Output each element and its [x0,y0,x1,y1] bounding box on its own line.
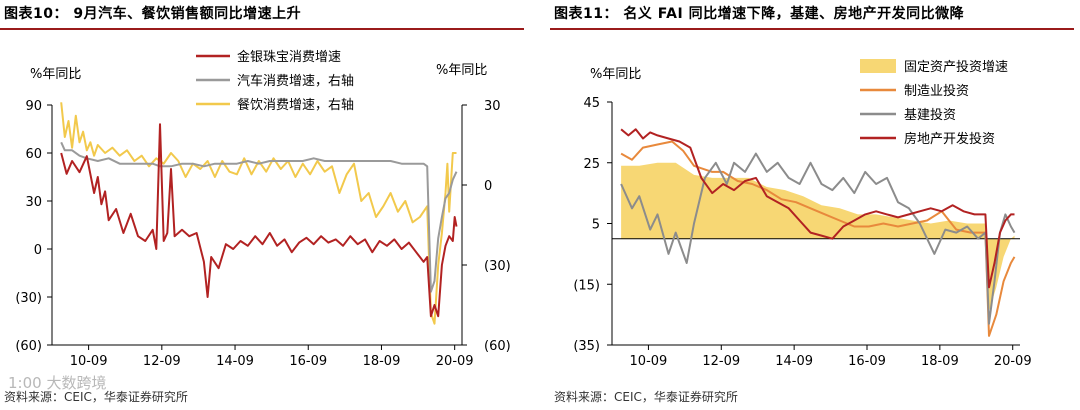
chart-panel-consumption: 图表10： 9月汽车、餐饮销售额同比增速上升 %年同比 %年同比 90 60 30 0 (3… [0,0,530,410]
series-line-1 [60,123,458,318]
watermark-logo: 1:00 大数跨境 [8,374,107,392]
y-tick-label: (15) [573,278,600,293]
y-tick-label-left: 60 [25,147,42,162]
y-tick-label-right: 0 [484,179,492,194]
y-tick-label: 45 [583,96,600,111]
y-tick-label-left: (60) [15,339,42,354]
x-tick-label: 16-09 [848,354,886,369]
x-tick-label: 14-09 [775,354,813,369]
source-note: 资料来源：CEIC，华泰证券研究所 [554,390,738,404]
x-tick-label: 20-09 [436,354,474,369]
x-tick-label: 16-09 [289,354,327,369]
legend-label: 餐饮消费增速，右轴 [237,97,354,113]
x-tick-label: 20-09 [994,354,1032,369]
x-tick-label: 10-09 [70,354,108,369]
x-tick-label: 18-09 [921,354,959,369]
consumption-chart: %年同比 %年同比 90 60 30 0 (30) (60) 30 0 (30) (60) 10-09 1… [15,49,511,369]
legend-label: 房地产开发投资 [904,131,995,147]
series-line-2 [60,141,458,293]
y-axis-label: %年同比 [590,67,641,82]
y-tick-label-left: (30) [15,291,42,306]
series-line-3 [620,152,1016,325]
series-line-4 [620,128,1015,289]
x-tick-label: 18-09 [363,354,401,369]
title-bar: 图表10： 9月汽车、餐饮销售额同比增速上升 [0,0,524,30]
series-area-1 [621,162,1015,312]
series-line-3 [60,102,457,325]
y-tick-label: (35) [573,339,600,354]
x-tick-label: 14-09 [216,354,254,369]
fai-chart: %年同比 45 25 5 (15) (35) 10-09 12-09 14-09 16-09 18-… [573,59,1032,369]
legend-swatch [860,59,896,73]
series-line-2 [620,140,1016,337]
y-tick-label: 25 [583,157,600,172]
y-axis-label-left: %年同比 [30,67,81,82]
y-axis-label-right: %年同比 [436,63,487,78]
legend-label: 制造业投资 [904,83,969,99]
chart-title: 图表10： 9月汽车、餐饮销售额同比增速上升 [4,6,302,22]
chart-title: 图表11： 名义 FAI 同比增速下降，基建、房地产开发同比微降 [554,6,965,22]
chart-panel-fai: 图表11： 名义 FAI 同比增速下降，基建、房地产开发同比微降 %年同比 45 2… [550,0,1080,410]
source-note: 资料来源：CEIC，华泰证券研究所 [4,390,188,404]
legend-label: 固定资产投资增速 [904,59,1008,75]
legend-label: 金银珠宝消费增速 [237,49,341,65]
legend-label: 基建投资 [904,107,956,123]
legend-label: 汽车消费增速，右轴 [237,73,354,89]
x-tick-label: 12-09 [702,354,740,369]
y-tick-label-right: (60) [484,339,511,354]
y-tick-label-left: 90 [25,99,42,114]
y-tick-label-left: 0 [34,243,42,258]
x-tick-label: 12-09 [143,354,181,369]
title-bar: 图表11： 名义 FAI 同比增速下降，基建、房地产开发同比微降 [550,0,1074,30]
y-tick-label-left: 30 [25,195,42,210]
y-tick-label: 5 [592,218,600,233]
y-tick-label-right: (30) [484,259,511,274]
x-tick-label: 10-09 [630,354,668,369]
y-tick-label-right: 30 [484,99,501,114]
